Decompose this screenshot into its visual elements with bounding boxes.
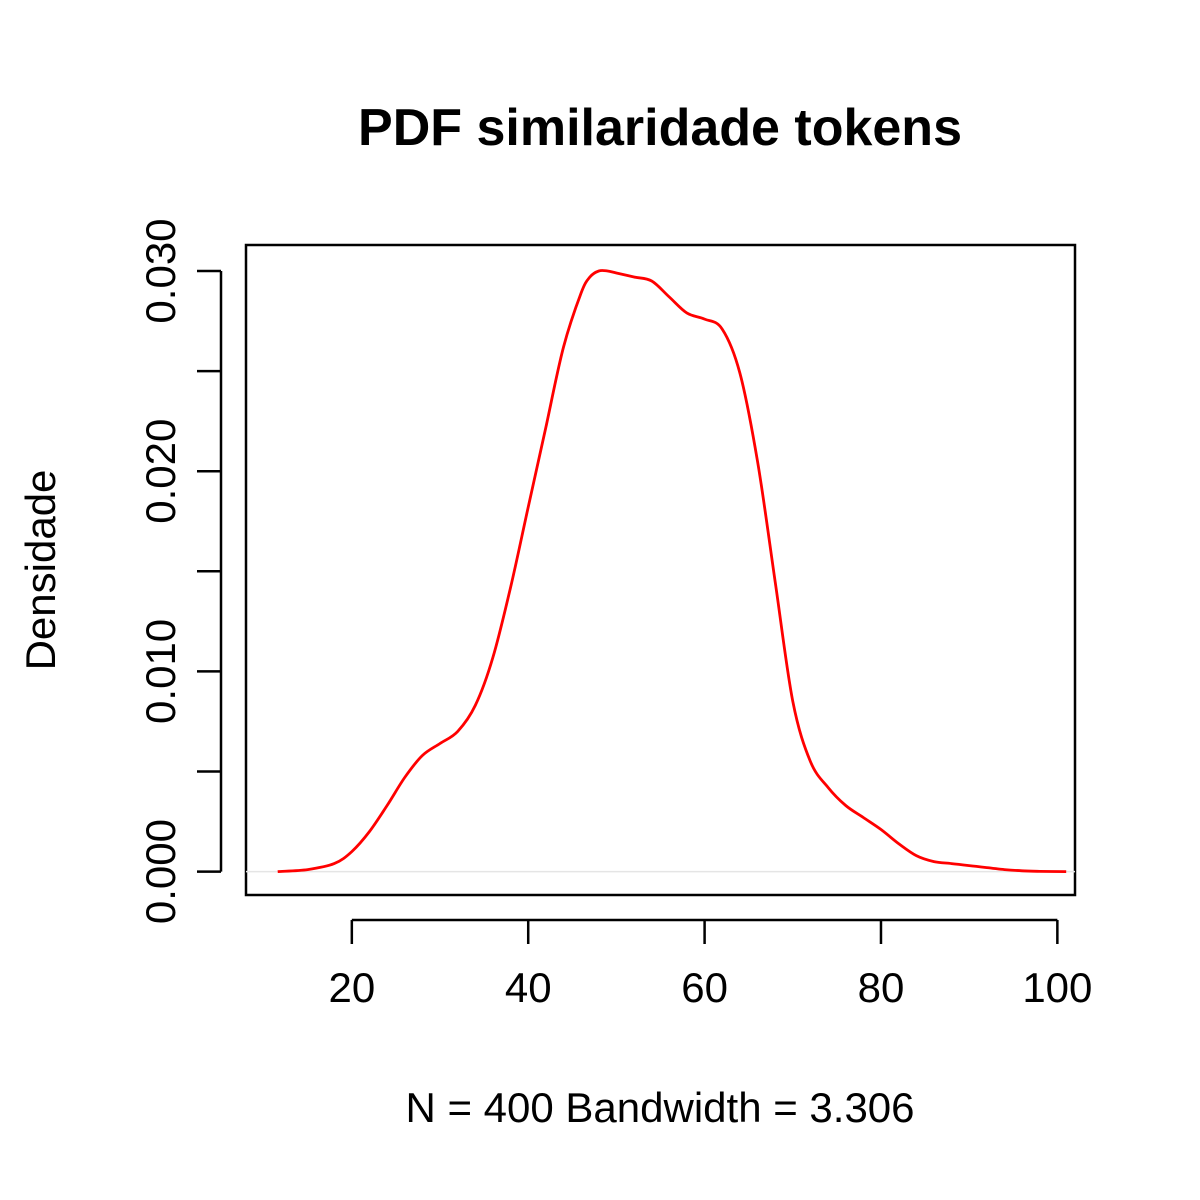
x-tick-label: 40 — [505, 964, 552, 1011]
x-tick-label: 20 — [328, 964, 375, 1011]
x-tick-label: 60 — [681, 964, 728, 1011]
plot-frame — [244, 243, 1077, 897]
y-axis-label: Densidade — [17, 470, 64, 671]
y-tick-label: 0.010 — [137, 619, 184, 724]
x-tick-label: 80 — [858, 964, 905, 1011]
series-layer — [277, 269, 1067, 873]
y-tick-label: 0.030 — [137, 218, 184, 323]
y-axis: 0.000 0.010 0.020 0.030 — [137, 218, 223, 924]
x-axis-label: N = 400 Bandwidth = 3.306 — [405, 1084, 914, 1131]
y-tick-label: 0.020 — [137, 419, 184, 524]
x-axis: 20 40 60 80 100 — [328, 918, 1092, 1011]
chart-title: PDF similaridade tokens — [358, 99, 962, 157]
density-curve — [277, 269, 1067, 873]
y-tick-label: 0.000 — [137, 819, 184, 924]
x-tick-label: 100 — [1022, 964, 1092, 1011]
